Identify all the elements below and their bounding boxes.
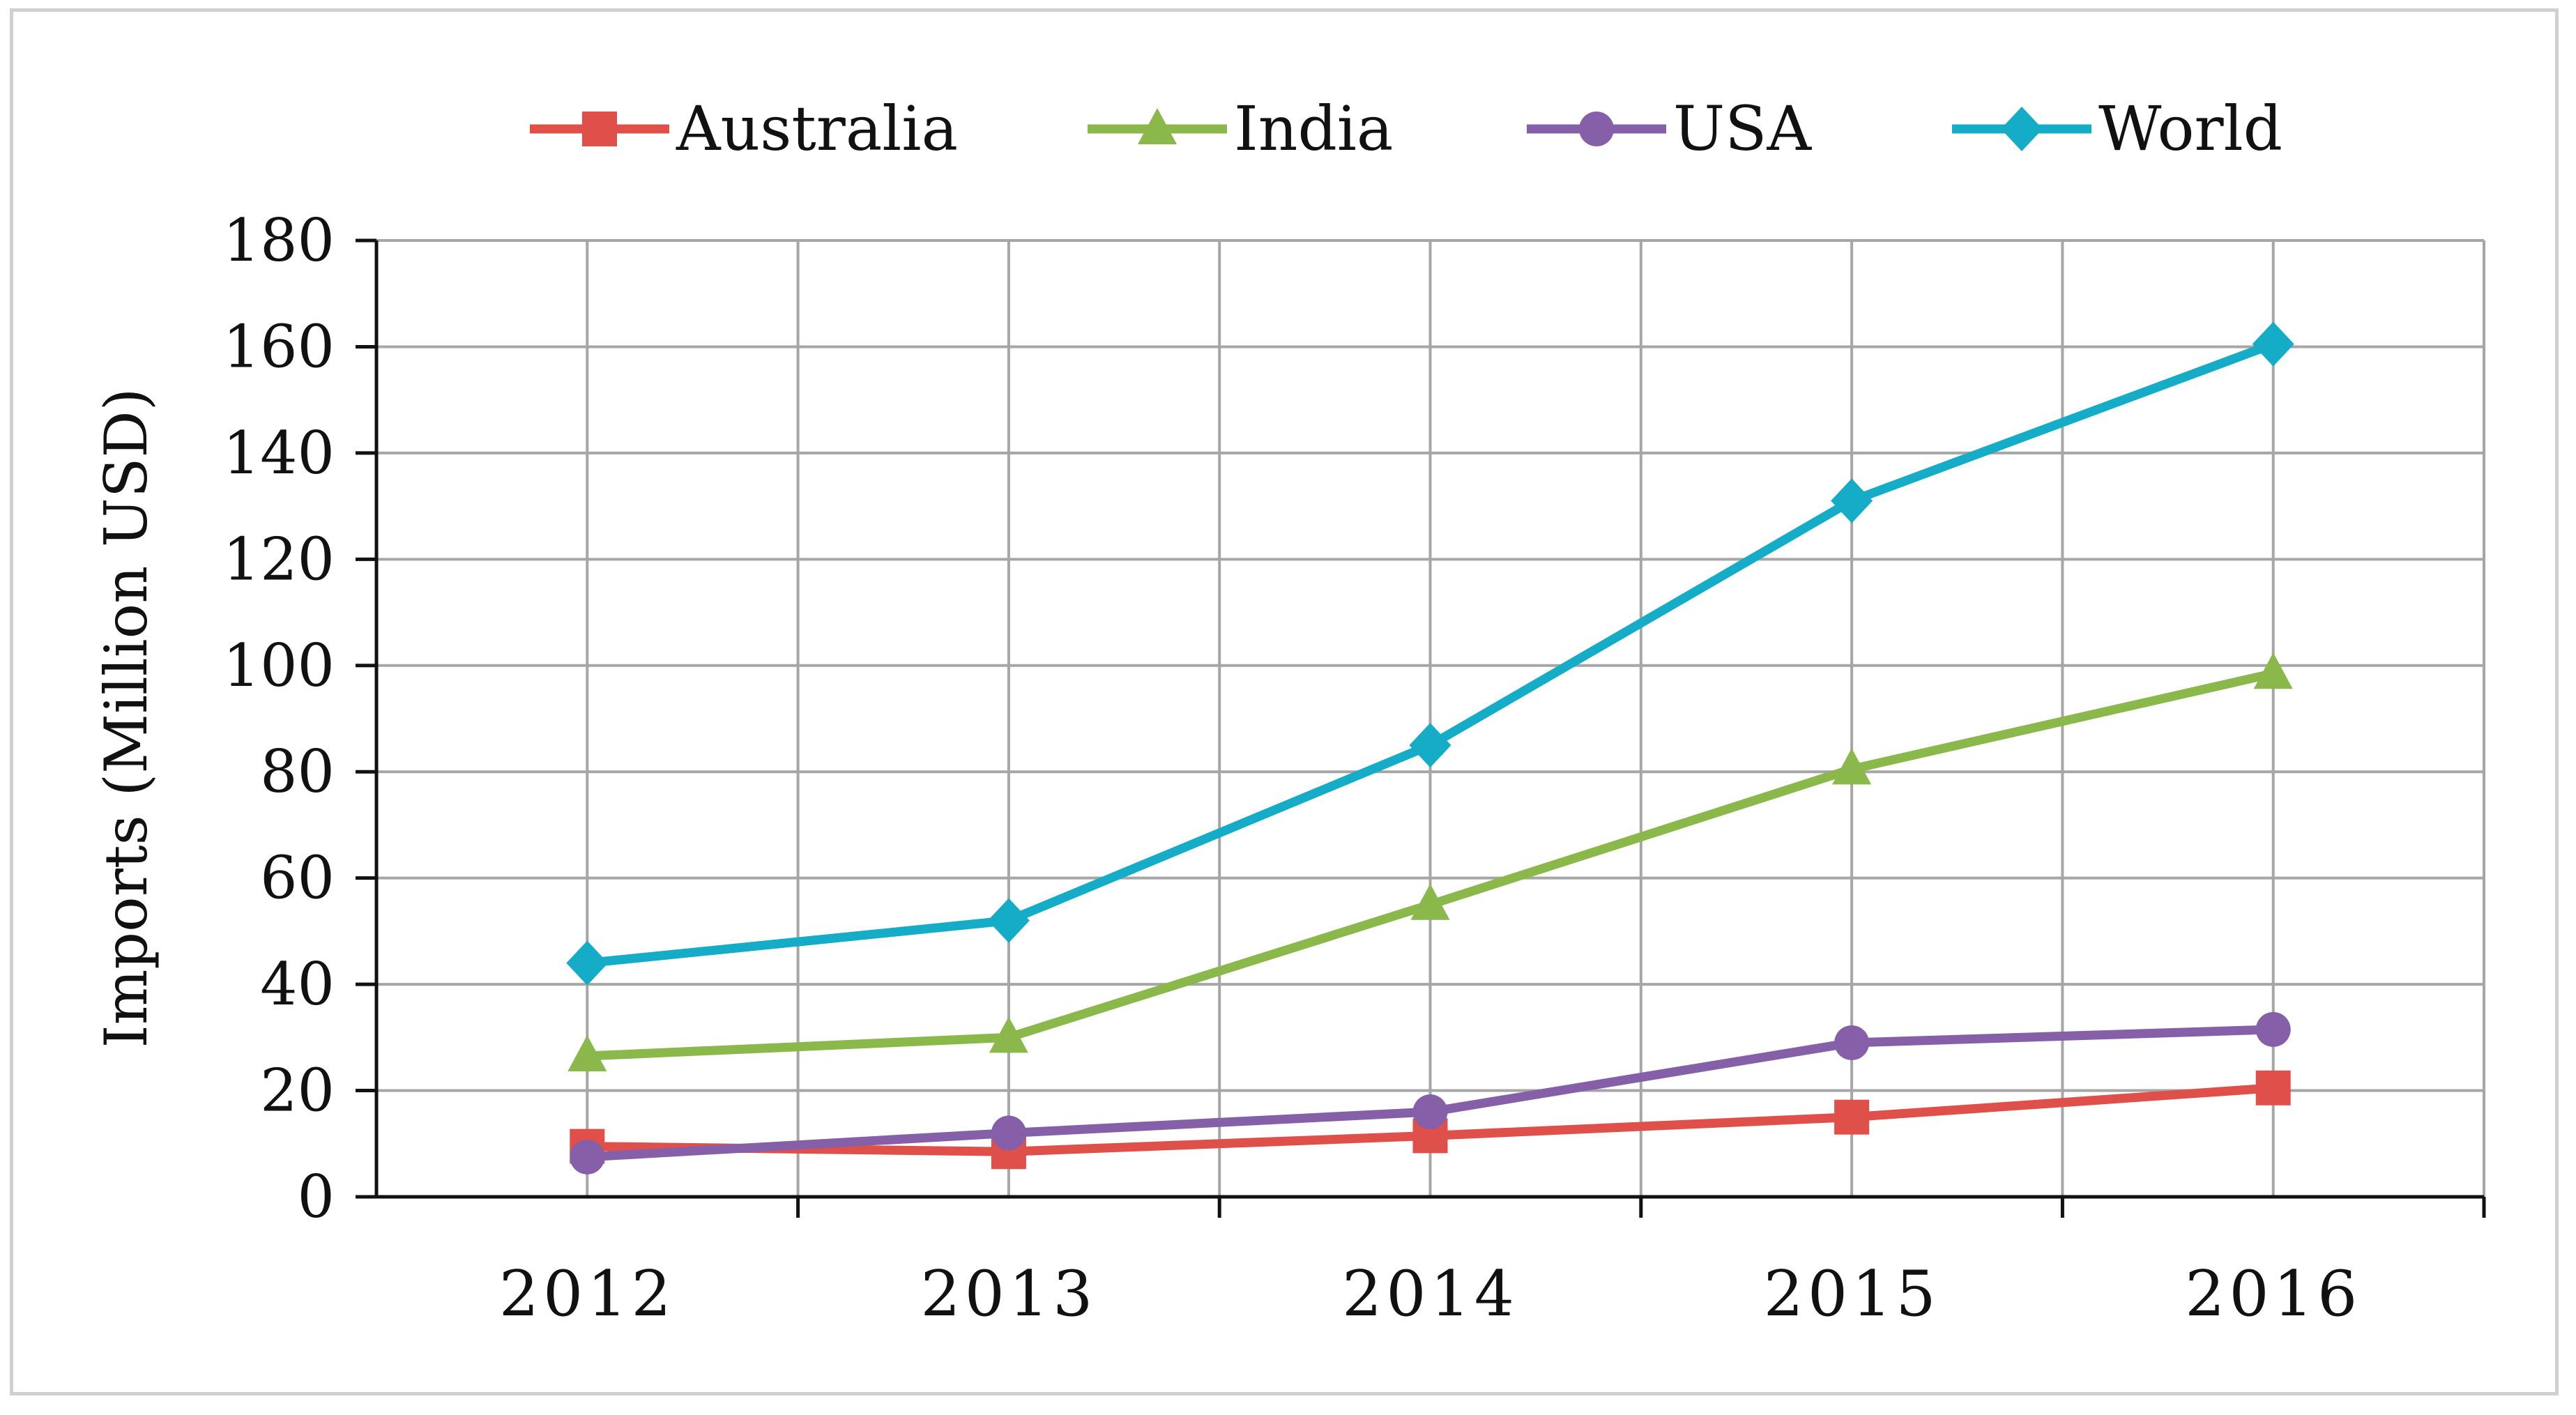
data-point-india	[2253, 652, 2293, 689]
data-point-usa	[570, 1139, 605, 1175]
y-tick-label: 140	[223, 419, 335, 487]
data-point-usa	[2255, 1011, 2291, 1047]
y-tick-label: 0	[298, 1163, 335, 1231]
x-tick-label: 2013	[920, 1257, 1097, 1331]
data-point-india	[1410, 883, 1450, 920]
data-point-world	[1831, 478, 1873, 523]
legend-marker-usa	[1579, 112, 1614, 146]
series-group	[566, 321, 2294, 1175]
legend-label-india: India	[1234, 93, 1393, 165]
y-tick-label: 180	[223, 206, 335, 275]
y-tick-label: 160	[223, 312, 335, 381]
legend-marker-world	[2001, 107, 2043, 151]
data-point-australia	[1834, 1099, 1870, 1135]
y-axis-label: Imports (Million USD)	[92, 388, 160, 1048]
data-point-world	[987, 898, 1030, 943]
x-tick-label: 2012	[499, 1257, 676, 1331]
gridlines	[376, 239, 2485, 1197]
data-point-india	[567, 1035, 607, 1072]
series-india	[567, 652, 2293, 1072]
legend-item-usa: USA	[1527, 93, 1812, 165]
legend-label-world: World	[2098, 93, 2282, 165]
y-tick-label: 120	[223, 525, 335, 593]
legend-label-australia: Australia	[676, 93, 958, 165]
y-tick-label: 20	[260, 1057, 335, 1125]
data-point-world	[1409, 723, 1451, 768]
legend-marker-australia	[582, 112, 617, 146]
legend: Australia India USA World	[530, 93, 2282, 165]
x-tick-label: 2016	[2185, 1257, 2361, 1331]
legend-marker-india	[1138, 108, 1177, 144]
x-tick-label: 2014	[1342, 1257, 1518, 1331]
axes	[356, 238, 2486, 1218]
data-point-usa	[1412, 1094, 1448, 1130]
data-point-usa	[991, 1115, 1026, 1151]
legend-item-world: World	[1952, 93, 2282, 165]
y-tick-label: 40	[260, 950, 335, 1018]
x-tick-labels: 2012 2013 2014 2015 2016	[499, 1257, 2361, 1331]
x-tick-label: 2015	[1764, 1257, 1940, 1331]
y-tick-label: 60	[260, 844, 335, 912]
series-world	[566, 321, 2294, 986]
data-point-world	[2252, 321, 2294, 367]
data-point-usa	[1834, 1025, 1870, 1060]
y-tick-label: 80	[260, 737, 335, 806]
legend-item-india: India	[1088, 93, 1393, 165]
legend-label-usa: USA	[1673, 93, 1812, 165]
data-point-india	[989, 1016, 1028, 1053]
data-point-australia	[2255, 1070, 2291, 1106]
legend-item-australia: Australia	[530, 93, 958, 165]
data-point-world	[566, 940, 609, 986]
y-tick-labels: 0 20 40 60 80 100 120 140 160 180	[223, 206, 335, 1231]
series-usa	[570, 1011, 2291, 1175]
data-point-india	[1832, 748, 1872, 785]
y-tick-label: 100	[223, 632, 335, 700]
